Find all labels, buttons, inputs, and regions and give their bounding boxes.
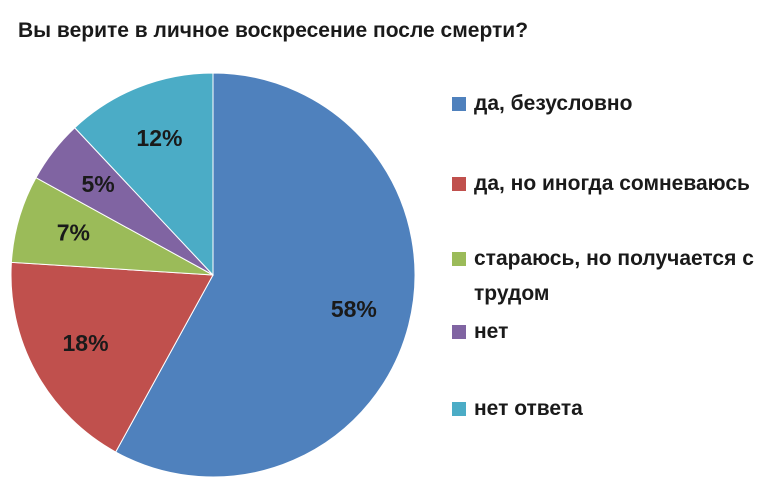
legend-item: нет — [452, 314, 762, 349]
value-label: 18% — [63, 330, 109, 356]
legend-swatch — [452, 402, 466, 416]
legend-label: стараюсь, но получается с трудом — [474, 247, 754, 305]
legend-swatch — [452, 325, 466, 339]
value-label: 58% — [331, 296, 377, 322]
chart-title: Вы верите в личное воскресение после сме… — [18, 19, 528, 42]
value-label: 5% — [81, 171, 114, 197]
legend-label: нет ответа — [474, 397, 583, 420]
pie-slice — [115, 72, 416, 478]
legend-swatch — [452, 252, 466, 266]
legend-swatch — [452, 97, 466, 111]
value-label: 12% — [136, 125, 182, 151]
pie-slice — [10, 261, 214, 453]
legend-label: нет — [474, 320, 509, 343]
legend-label: да, безусловно — [474, 92, 633, 115]
legend-item: да, но иногда сомневаюсь — [452, 166, 762, 201]
value-label: 7% — [57, 220, 90, 246]
legend-swatch — [452, 177, 466, 191]
legend-item: стараюсь, но получается с трудом — [452, 241, 762, 311]
legend-item: нет ответа — [452, 391, 762, 426]
pie-slice — [74, 72, 214, 277]
legend-label: да, но иногда сомневаюсь — [474, 172, 750, 195]
legend-item: да, безусловно — [452, 86, 762, 121]
